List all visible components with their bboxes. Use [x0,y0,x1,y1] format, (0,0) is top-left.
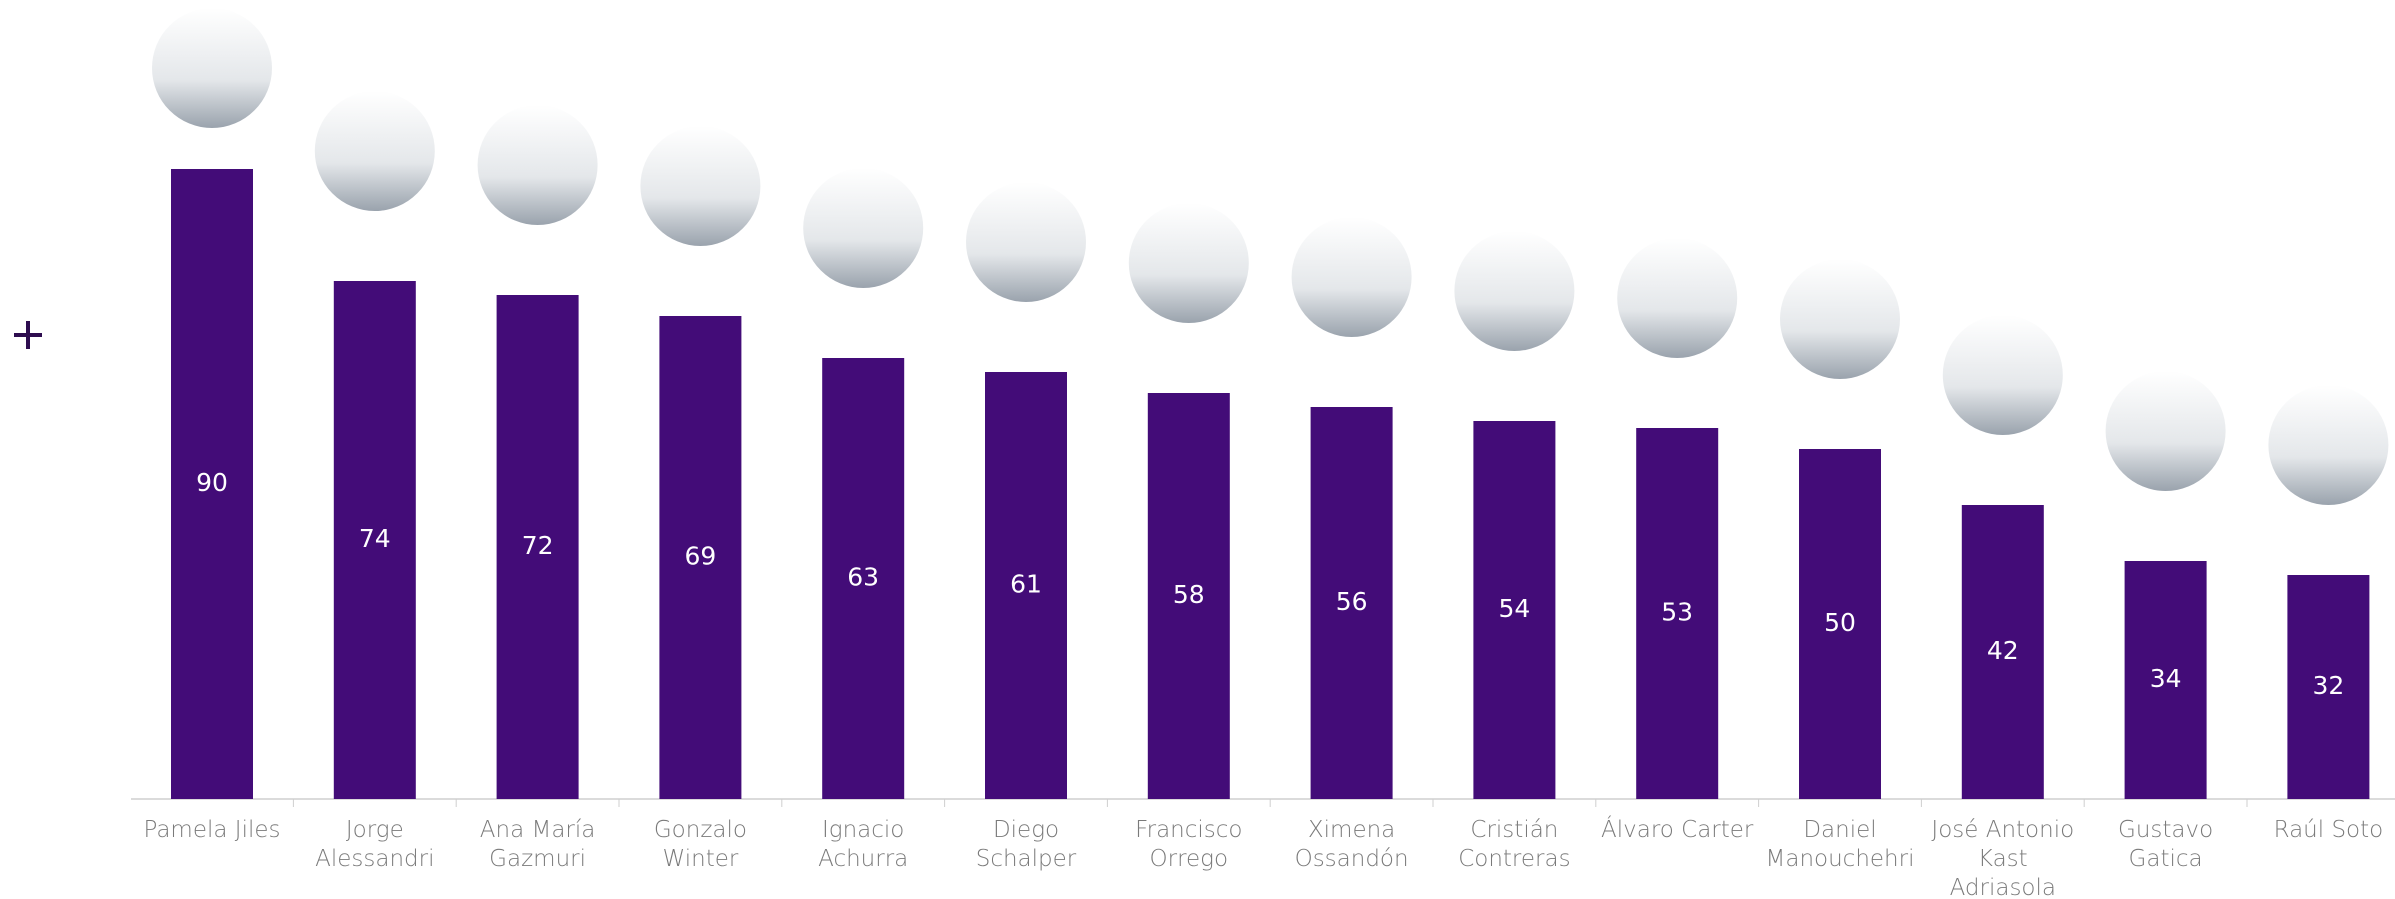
value-label: 58 [1173,580,1205,609]
bar [2124,561,2207,799]
bar [1799,449,1881,799]
value-label: 54 [1498,594,1530,623]
bar [1147,393,1230,799]
photo [1942,315,2063,435]
value-label: 69 [684,542,716,571]
bar [1636,428,1719,799]
photo [1617,238,1738,358]
bar [659,316,742,799]
x-tick-label: Gustavo Gatica [2118,817,2213,872]
x-tick-label: Cristián Contreras [1458,817,1570,872]
bar [1310,407,1393,799]
value-label: 50 [1824,608,1856,637]
photo [1291,217,1412,337]
value-label: 63 [847,563,879,592]
bar [2287,575,2370,799]
plus-icon[interactable] [14,321,42,349]
value-label: 34 [2150,664,2182,693]
bar [496,295,579,799]
bar [822,358,905,799]
photo [1454,231,1575,351]
photo [2268,385,2389,505]
bar [1473,421,1556,799]
value-label: 42 [1987,636,2019,665]
value-label: 72 [522,531,554,560]
photo [2105,371,2226,491]
bar [1961,505,2044,799]
x-tick-label: José Antonio Kast Adriasola [1931,817,2074,899]
x-tick-label: Ignacio Achurra [818,817,908,872]
value-label: 61 [1010,570,1042,599]
value-label: 74 [359,524,391,553]
x-tick-label: Diego Schalper [976,817,1077,872]
x-tick-label: Ximena Ossandón [1295,817,1409,872]
value-label: 90 [196,468,228,497]
x-tick-label: Álvaro Carter [1601,815,1754,843]
photo [1780,259,1900,379]
bar [333,281,416,799]
x-tick-label: Gonzalo Winter [654,817,747,872]
photo [314,91,435,211]
photo [1128,203,1249,323]
value-label: 53 [1661,598,1693,627]
x-tick-label: Pamela Jiles [144,817,281,843]
x-tick-label: Raúl Soto [2274,817,2384,843]
photo [966,182,1086,302]
bar [171,169,253,799]
photo [477,105,598,225]
photo [152,8,272,128]
x-tick-label: Jorge Alessandri [315,817,434,872]
value-label: 32 [2312,671,2344,700]
x-tick-label: Ana María Gazmuri [480,817,596,872]
x-tick-label: Francisco Orrego [1135,817,1242,872]
photo [803,168,924,288]
bar [985,372,1067,799]
x-tick-label: Daniel Manouchehri [1766,817,1915,872]
value-label: 56 [1336,587,1368,616]
photo [640,126,761,246]
